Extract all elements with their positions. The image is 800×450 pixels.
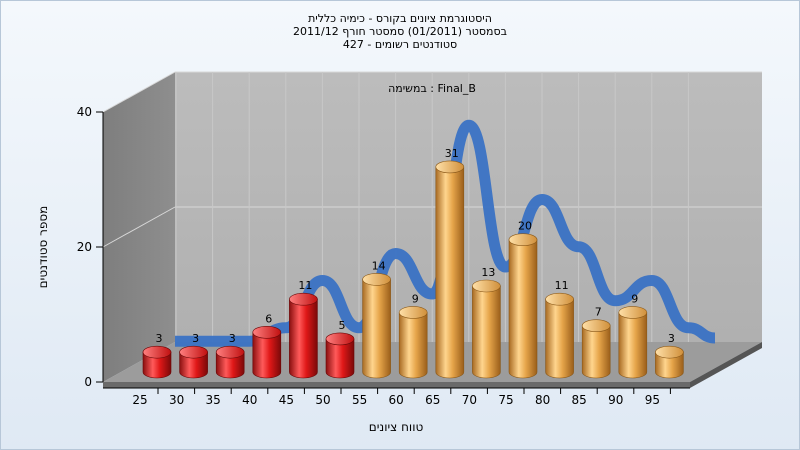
y-tick-label: 20 (77, 240, 92, 254)
bar-value-label: 14 (372, 259, 386, 272)
x-tick-label: 90 (608, 393, 623, 407)
x-tick-label: 70 (462, 393, 477, 407)
bar (545, 292, 574, 379)
bar-value-label: 9 (631, 292, 638, 305)
x-tick-label: 45 (279, 393, 294, 407)
chart-subtitle: במשימה : Final_B (388, 82, 476, 95)
bar-value-label: 20 (518, 220, 532, 233)
bar (325, 332, 355, 379)
y-axis-ticks: 0 20 40 (77, 105, 103, 389)
x-tick-label: 75 (498, 393, 513, 407)
bar-value-label: 6 (265, 312, 272, 325)
x-axis-ticks: 25 30 35 40 45 50 55 60 65 70 75 80 85 90 95 (132, 388, 671, 407)
bar-labels-group: 3 3 3 6 11 5 14 9 31 13 20 11 7 9 3 (156, 147, 675, 345)
x-tick-label: 80 (535, 393, 550, 407)
bar (142, 345, 172, 379)
bar-value-label: 11 (555, 279, 569, 292)
bar (435, 160, 465, 379)
bar (362, 273, 391, 379)
x-tick-label: 60 (389, 393, 404, 407)
bar (618, 306, 648, 379)
bar-value-label: 31 (445, 147, 459, 160)
bar (289, 292, 318, 379)
chart-floor-side (690, 342, 762, 388)
bar (581, 319, 611, 379)
x-tick-label: 35 (206, 393, 221, 407)
bar-value-label: 5 (339, 319, 346, 332)
bar (215, 345, 245, 379)
x-tick-label: 50 (315, 393, 330, 407)
gridlines (102, 71, 762, 342)
x-axis-label: טווח ציונים (369, 420, 424, 434)
bar-value-label: 7 (595, 306, 602, 319)
x-tick-label: 85 (572, 393, 587, 407)
bar-value-label: 3 (229, 332, 236, 345)
x-tick-label: 40 (242, 393, 257, 407)
x-tick-label: 95 (645, 393, 660, 407)
bar-value-label: 3 (192, 332, 199, 345)
bar (508, 233, 538, 379)
chart-title-line-3: 427 - סטודנטים רשומים (342, 38, 458, 51)
y-tick-label: 40 (77, 105, 92, 119)
x-tick-label: 55 (352, 393, 367, 407)
bars-group (142, 160, 684, 379)
y-tick-label: 0 (84, 375, 92, 389)
bar-value-label: 11 (298, 279, 312, 292)
bar (655, 345, 684, 379)
y-axis-label: מספר סטודנטים (36, 206, 50, 289)
x-tick-label: 25 (132, 393, 147, 407)
bar-value-label: 13 (481, 266, 495, 279)
bar-value-label: 9 (412, 292, 419, 305)
bar-value-label: 3 (156, 332, 163, 345)
bar (252, 326, 282, 379)
bar-value-label: 3 (668, 332, 675, 345)
x-tick-label: 30 (169, 393, 184, 407)
bar (398, 306, 428, 379)
chart-floor-front (103, 382, 690, 388)
x-tick-label: 65 (425, 393, 440, 407)
bar (179, 345, 208, 379)
chart-title-line-1: היסטוגרמת ציונים בקורס - כימיה כללית (308, 12, 492, 25)
chart-title-line-2: בסמסטר (01/2011) סמסטר חורף 2011/12 (293, 25, 507, 38)
bar (472, 279, 501, 379)
